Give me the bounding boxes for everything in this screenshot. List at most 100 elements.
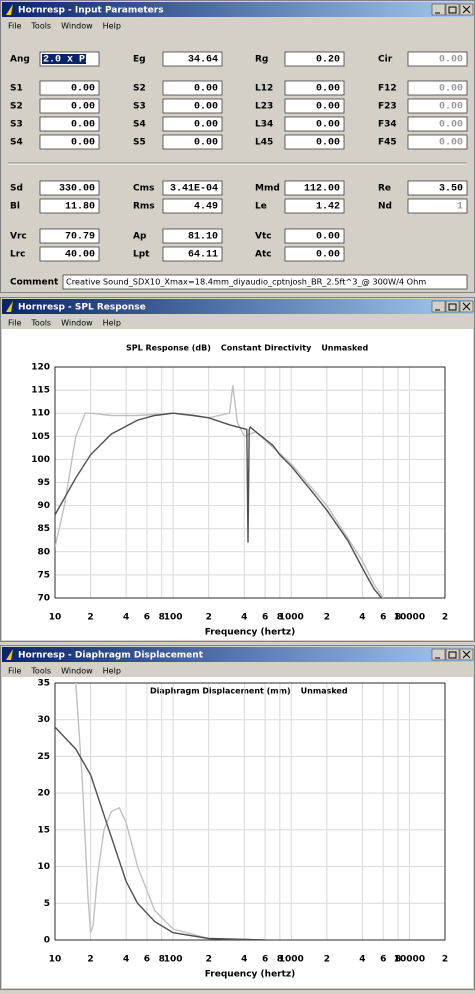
y-tick-label: 30 <box>37 715 50 725</box>
y-tick-label: 120 <box>31 363 50 373</box>
x-tick-label: 100 <box>164 613 183 623</box>
input-box[interactable] <box>39 80 100 96</box>
field-value: 0.00 <box>194 84 218 95</box>
window-title: Hornresp - SPL Response <box>18 303 146 313</box>
app-icon <box>6 4 13 15</box>
title-bar <box>2 299 473 314</box>
menu-item[interactable]: Window <box>61 22 93 31</box>
maximize-button[interactable] <box>445 648 460 661</box>
input-box[interactable] <box>284 116 345 132</box>
menu-item[interactable]: Window <box>61 667 93 676</box>
menu-item[interactable]: File <box>8 667 21 676</box>
x-tick-label: 4 <box>359 613 365 623</box>
input-box[interactable] <box>39 228 100 244</box>
input-box[interactable] <box>162 98 223 114</box>
field-label: L12 <box>255 84 273 94</box>
input-box[interactable] <box>162 228 223 244</box>
x-tick-label: 8 <box>277 955 283 965</box>
menu-item[interactable]: File <box>8 319 21 328</box>
maximize-button[interactable] <box>445 3 460 16</box>
x-tick-label: 8 <box>395 955 401 965</box>
menu-item[interactable]: Help <box>103 667 121 676</box>
input-box[interactable] <box>284 180 345 196</box>
x-tick-label: 6 <box>262 613 268 623</box>
input-box[interactable] <box>407 198 468 214</box>
chart-title: Diaphragm Displacement (mm) <box>150 687 291 696</box>
input-box[interactable] <box>284 134 345 150</box>
field-value: 0.00 <box>316 250 340 261</box>
menu-item[interactable]: Tools <box>30 319 51 328</box>
x-tick-label: 2 <box>324 955 330 965</box>
y-tick-label: 25 <box>37 752 50 762</box>
menu-item[interactable]: Help <box>103 22 121 31</box>
field-label: S1 <box>10 84 23 94</box>
input-box[interactable] <box>162 51 223 67</box>
input-box[interactable] <box>407 98 468 114</box>
input-box[interactable] <box>407 134 468 150</box>
y-tick-label: 75 <box>37 570 50 580</box>
x-tick-label: 2 <box>442 613 448 623</box>
y-tick-label: 85 <box>37 524 50 534</box>
field-label: F12 <box>378 84 397 94</box>
input-box[interactable] <box>284 51 345 67</box>
field-label: Vrc <box>10 232 27 242</box>
comment-text: Creative Sound_SDX10_Xmax=18.4mm_diyaudi… <box>66 277 426 287</box>
input-box[interactable] <box>39 98 100 114</box>
chart-title: SPL Response (dB) <box>126 344 211 353</box>
x-tick-label: 10000 <box>394 955 425 965</box>
x-tick-label: 6 <box>262 955 268 965</box>
input-box[interactable] <box>284 198 345 214</box>
x-tick-label: 4 <box>123 955 129 965</box>
input-box[interactable] <box>39 246 100 262</box>
maximize-button[interactable] <box>445 300 460 313</box>
input-box[interactable] <box>39 180 100 196</box>
field-value: 34.64 <box>188 55 218 66</box>
input-box[interactable] <box>162 180 223 196</box>
field-value: 0.00 <box>316 232 340 243</box>
input-box[interactable] <box>162 134 223 150</box>
field-label: F45 <box>378 138 397 148</box>
button-glyph <box>448 651 457 659</box>
field-value: 0.00 <box>194 102 218 113</box>
minimize-button[interactable] <box>431 300 446 313</box>
comment-box[interactable] <box>62 274 468 290</box>
field-label: Nd <box>378 202 392 212</box>
input-box[interactable] <box>39 116 100 132</box>
minimize-button[interactable] <box>431 648 446 661</box>
input-box[interactable] <box>407 180 468 196</box>
y-tick-label: 35 <box>37 679 50 689</box>
field-label: S2 <box>133 84 146 94</box>
input-box[interactable] <box>162 198 223 214</box>
input-box[interactable] <box>407 116 468 132</box>
input-box[interactable] <box>284 228 345 244</box>
input-box[interactable] <box>162 246 223 262</box>
menu-item[interactable]: File <box>8 22 21 31</box>
input-box[interactable] <box>407 80 468 96</box>
y-tick-label: 0 <box>44 936 50 946</box>
menu-item[interactable]: Tools <box>30 22 51 31</box>
field-label: Eg <box>133 55 146 65</box>
menu-item[interactable]: Tools <box>30 667 51 676</box>
field-value: 0.00 <box>316 84 340 95</box>
input-box[interactable] <box>284 98 345 114</box>
menu-item[interactable]: Window <box>61 319 93 328</box>
input-box[interactable] <box>284 80 345 96</box>
field-value: 40.00 <box>65 250 95 261</box>
input-box[interactable] <box>284 246 345 262</box>
window-title: Hornresp - Input Parameters <box>18 6 164 16</box>
field-label: Sd <box>10 184 23 194</box>
input-box[interactable] <box>407 51 468 67</box>
minimize-button[interactable] <box>431 3 446 16</box>
menu-item[interactable]: Help <box>103 319 121 328</box>
field-label: S3 <box>133 102 146 112</box>
input-box[interactable] <box>162 80 223 96</box>
field-value: 0.00 <box>439 138 463 149</box>
x-tick-label: 10000 <box>394 613 425 623</box>
input-box[interactable] <box>39 134 100 150</box>
x-tick-label: 6 <box>380 955 386 965</box>
comment-label: Comment <box>10 278 59 288</box>
input-box[interactable] <box>162 116 223 132</box>
input-box[interactable] <box>39 198 100 214</box>
x-tick-label: 2 <box>206 955 212 965</box>
y-tick-label: 10 <box>37 862 50 872</box>
